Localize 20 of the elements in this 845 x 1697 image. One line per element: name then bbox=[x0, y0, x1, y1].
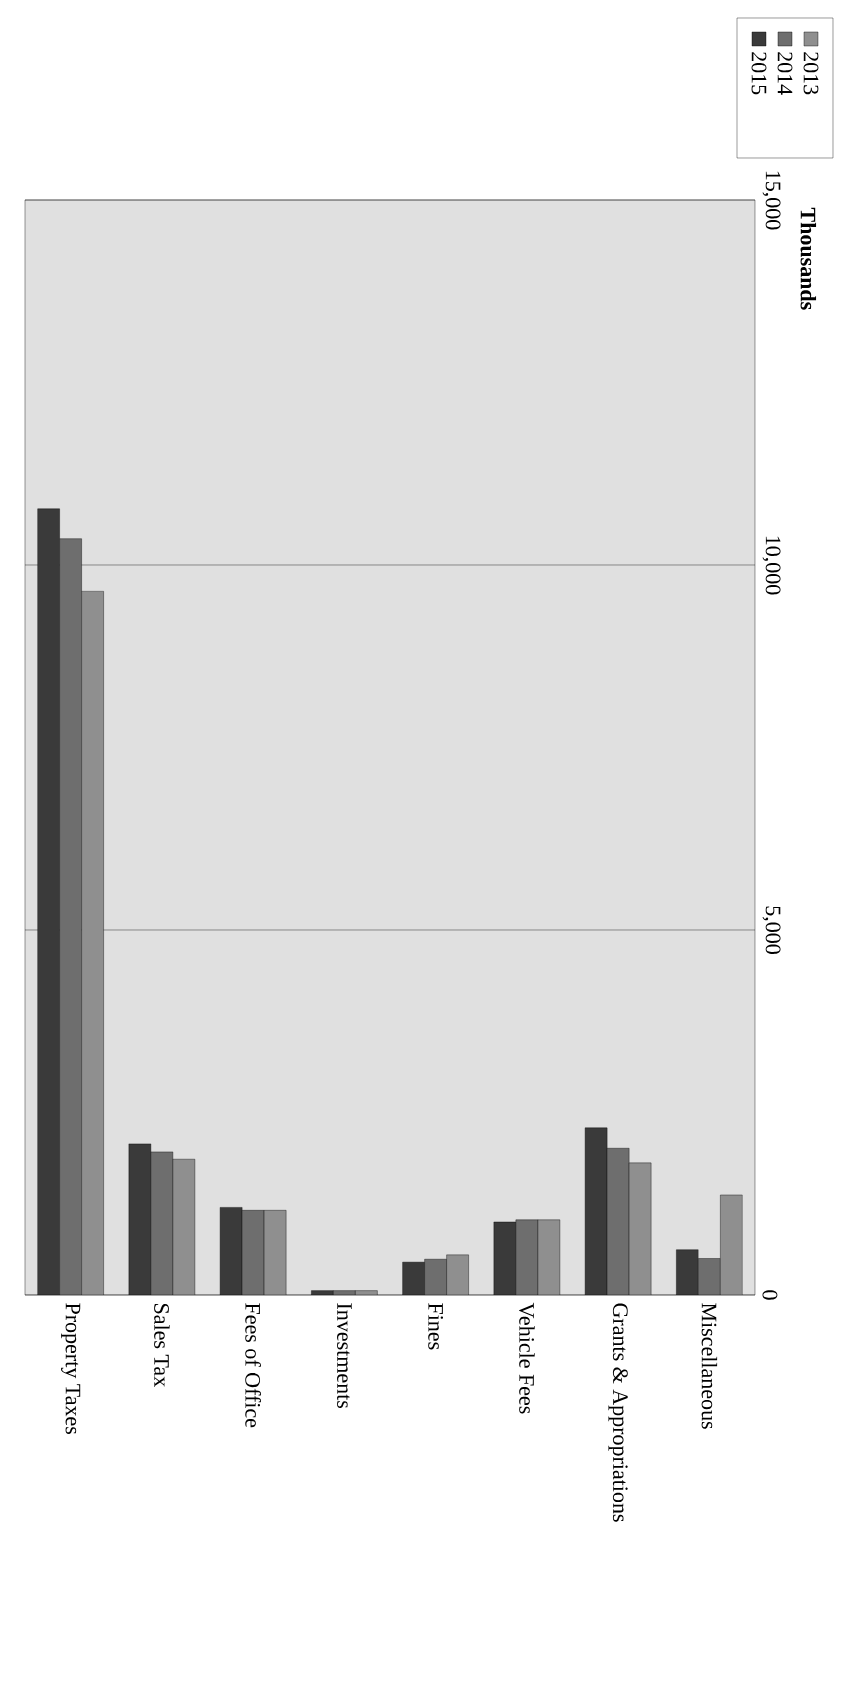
x-tick-label: Fees of Office bbox=[245, 1303, 261, 1428]
bar bbox=[446, 1254, 469, 1295]
x-tick-label: Fines bbox=[428, 1303, 444, 1350]
y-tick-label: 5,000 bbox=[762, 906, 781, 954]
legend-label: 2015 bbox=[751, 52, 767, 95]
x-tick-label: Vehicle Fees bbox=[519, 1302, 535, 1414]
y-axis-title: Thousands bbox=[800, 207, 817, 310]
y-tick-label: 15,000 bbox=[762, 171, 781, 230]
bar bbox=[81, 591, 104, 1295]
y-tick-label: 10,000 bbox=[762, 536, 781, 595]
legend-label: 2014 bbox=[777, 52, 793, 95]
bar bbox=[720, 1194, 743, 1295]
x-tick-label: Miscellaneous bbox=[701, 1303, 718, 1429]
bar bbox=[172, 1159, 196, 1295]
x-tick-label: Property Taxes bbox=[61, 1303, 81, 1435]
y-tick-label: 0 bbox=[762, 1290, 778, 1300]
x-tick-label: Sales Tax bbox=[154, 1304, 170, 1387]
x-tick-label: Grants & Appropriations bbox=[608, 1303, 628, 1522]
x-tick-label: Investments bbox=[337, 1303, 352, 1409]
legend-label: 2013 bbox=[803, 52, 819, 95]
